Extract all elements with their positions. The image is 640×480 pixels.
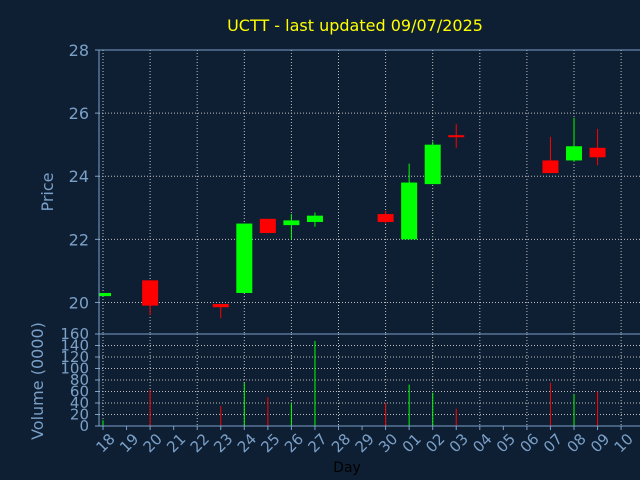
candle-body-09 [589, 147, 606, 158]
volume-bars [102, 340, 599, 426]
x-tick-label: 28 [328, 430, 354, 456]
price-tick-label: 26 [69, 104, 89, 123]
volume-tick-label: 20 [70, 406, 89, 424]
x-tick-label: 01 [399, 430, 425, 456]
candle-body-01 [401, 182, 418, 240]
x-tick-label: 05 [493, 430, 519, 456]
volume-tick-label: 60 [70, 383, 89, 401]
x-tick-label: 03 [446, 430, 472, 456]
x-axis-label: Day [333, 460, 361, 476]
volume-tick-label: 160 [60, 325, 89, 343]
chart-title: UCTT - last updated 09/07/2025 [227, 16, 483, 35]
x-tick-label: 22 [187, 430, 213, 456]
x-tick-label: 10 [611, 430, 637, 456]
candle-body-23 [212, 304, 229, 308]
price-tick-label: 24 [69, 167, 89, 186]
x-tick-label: 04 [469, 430, 495, 456]
volume-tick-label: 0 [79, 417, 89, 435]
candle-body-26 [283, 220, 300, 226]
candle-body-08 [566, 146, 582, 161]
x-tick-label: 02 [422, 430, 448, 456]
candle-body-02 [424, 144, 441, 185]
price-axis-label: Price [38, 172, 57, 211]
x-tick-label: 25 [257, 430, 283, 456]
x-tick-label: 08 [564, 430, 590, 456]
x-tick-label: 07 [540, 430, 566, 456]
volume-grid [99, 333, 640, 427]
price-grid [99, 49, 640, 334]
price-tick-label: 22 [69, 230, 89, 249]
candle-body-07 [542, 160, 559, 174]
axes: 2022242628020406080100120140160181920212… [60, 41, 640, 456]
volume-tick-label: 140 [60, 337, 89, 355]
price-candles [99, 117, 606, 319]
price-tick-label: 28 [69, 41, 89, 60]
x-tick-label: 23 [210, 430, 236, 456]
x-tick-label: 20 [140, 430, 166, 456]
candle-body-20 [142, 280, 159, 306]
candle-body-25 [259, 218, 276, 234]
volume-tick-label: 40 [70, 394, 89, 412]
candle-body-03 [448, 135, 465, 138]
x-tick-label: 19 [116, 430, 142, 456]
x-tick-label: 26 [281, 430, 307, 456]
x-tick-label: 30 [375, 430, 401, 456]
candle-body-30 [377, 214, 394, 222]
x-tick-label: 06 [516, 430, 542, 456]
x-tick-label: 09 [587, 430, 613, 456]
candle-body-18 [99, 292, 111, 297]
candle-body-24 [236, 223, 253, 293]
volume-axis-label: Volume (0000) [28, 322, 47, 440]
x-tick-label: 24 [234, 430, 260, 456]
volume-tick-label: 100 [60, 360, 89, 378]
x-tick-label: 27 [304, 430, 330, 456]
x-tick-label: 18 [93, 430, 119, 456]
x-tick-label: 29 [352, 430, 378, 456]
volume-tick-label: 120 [60, 348, 89, 366]
candle-body-27 [306, 215, 323, 222]
price-tick-label: 20 [69, 293, 89, 312]
volume-tick-label: 80 [70, 371, 89, 389]
x-tick-label: 21 [163, 430, 189, 456]
